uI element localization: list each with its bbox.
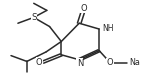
Text: NH: NH: [103, 24, 114, 33]
Text: S: S: [31, 13, 36, 22]
Text: O: O: [36, 58, 43, 67]
Text: O: O: [81, 4, 87, 13]
Text: N: N: [77, 59, 83, 68]
Text: Na: Na: [130, 58, 140, 67]
Text: O: O: [107, 58, 113, 67]
